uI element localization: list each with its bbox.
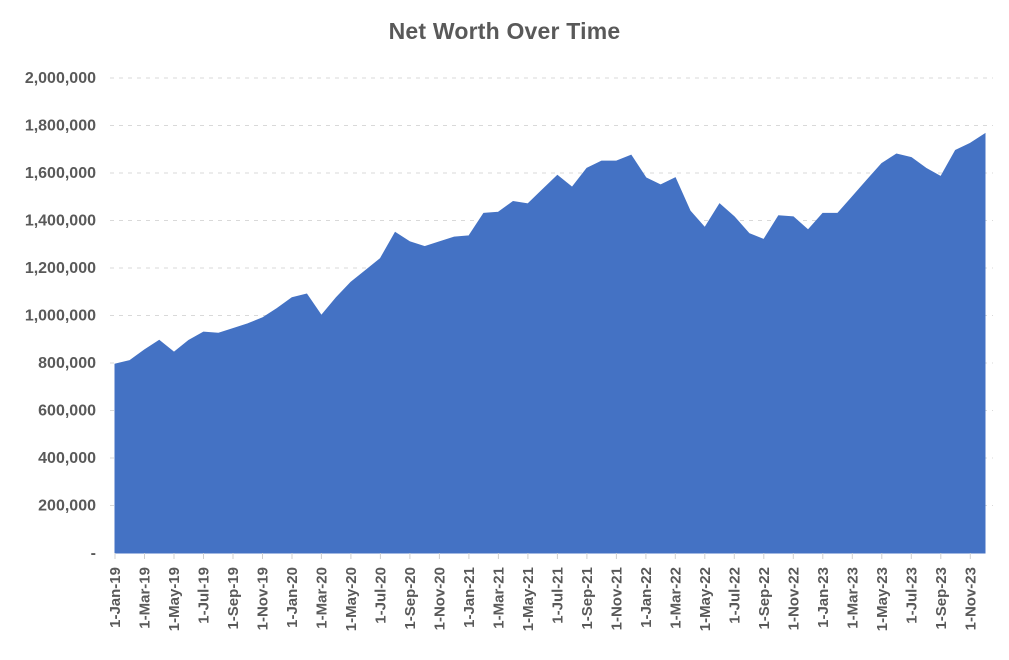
x-axis-label: 1-Nov-20: [431, 567, 448, 630]
y-axis-label: 1,000,000: [25, 308, 96, 325]
chart-title: Net Worth Over Time: [388, 18, 621, 44]
x-axis-label: 1-Jul-21: [549, 567, 566, 624]
y-axis-label: 600,000: [38, 403, 96, 420]
y-axis-label: 400,000: [38, 450, 96, 467]
x-axis-label: 1-Jan-19: [107, 567, 124, 628]
x-axis-label: 1-Nov-19: [255, 567, 272, 630]
y-axis-label: 1,200,000: [25, 260, 96, 277]
x-axis-label: 1-Jan-21: [461, 567, 478, 628]
x-axis-label: 1-May-23: [874, 567, 891, 631]
x-axis-label: 1-May-22: [697, 567, 714, 631]
x-axis-label: 1-Nov-22: [785, 567, 802, 630]
x-axis-label: 1-Sep-23: [933, 567, 950, 630]
x-axis-label: 1-Nov-23: [962, 567, 979, 630]
y-axis-label: 200,000: [38, 498, 96, 515]
x-axis-label: 1-Mar-23: [844, 567, 861, 629]
x-axis-label: 1-May-20: [343, 567, 360, 631]
x-axis-label: 1-Mar-20: [313, 567, 330, 629]
y-axis-label: 800,000: [38, 355, 96, 372]
x-axis-label: 1-Sep-19: [225, 567, 242, 630]
x-axis-label: 1-Jan-20: [284, 567, 301, 628]
x-axis-label: 1-Mar-19: [137, 567, 154, 629]
y-axis-label: 1,400,000: [25, 213, 96, 230]
x-axis-label: 1-Nov-21: [608, 567, 625, 630]
x-axis-label: 1-Sep-21: [579, 567, 596, 630]
x-axis-label: 1-Jul-19: [196, 567, 213, 624]
y-axis-label: 1,800,000: [25, 118, 96, 135]
x-axis-label: 1-Sep-20: [402, 567, 419, 630]
x-axis-label: 1-Jul-22: [726, 567, 743, 624]
x-axis-label: 1-May-19: [166, 567, 183, 631]
net-worth-area-series: [114, 132, 986, 554]
y-axis-label: -: [91, 545, 96, 562]
x-axis-label: 1-Jul-20: [372, 567, 389, 624]
y-axis-label: 1,600,000: [25, 165, 96, 182]
x-axis-label: 1-May-21: [520, 567, 537, 631]
x-axis-label: 1-Jan-23: [815, 567, 832, 628]
x-axis-label: 1-Jul-23: [903, 567, 920, 624]
x-axis-label: 1-Mar-22: [667, 567, 684, 629]
x-axis-label: 1-Sep-22: [756, 567, 773, 630]
x-axis-label: 1-Jan-22: [638, 567, 655, 628]
y-axis-label: 2,000,000: [25, 70, 96, 87]
x-axis-label: 1-Mar-21: [490, 567, 507, 629]
